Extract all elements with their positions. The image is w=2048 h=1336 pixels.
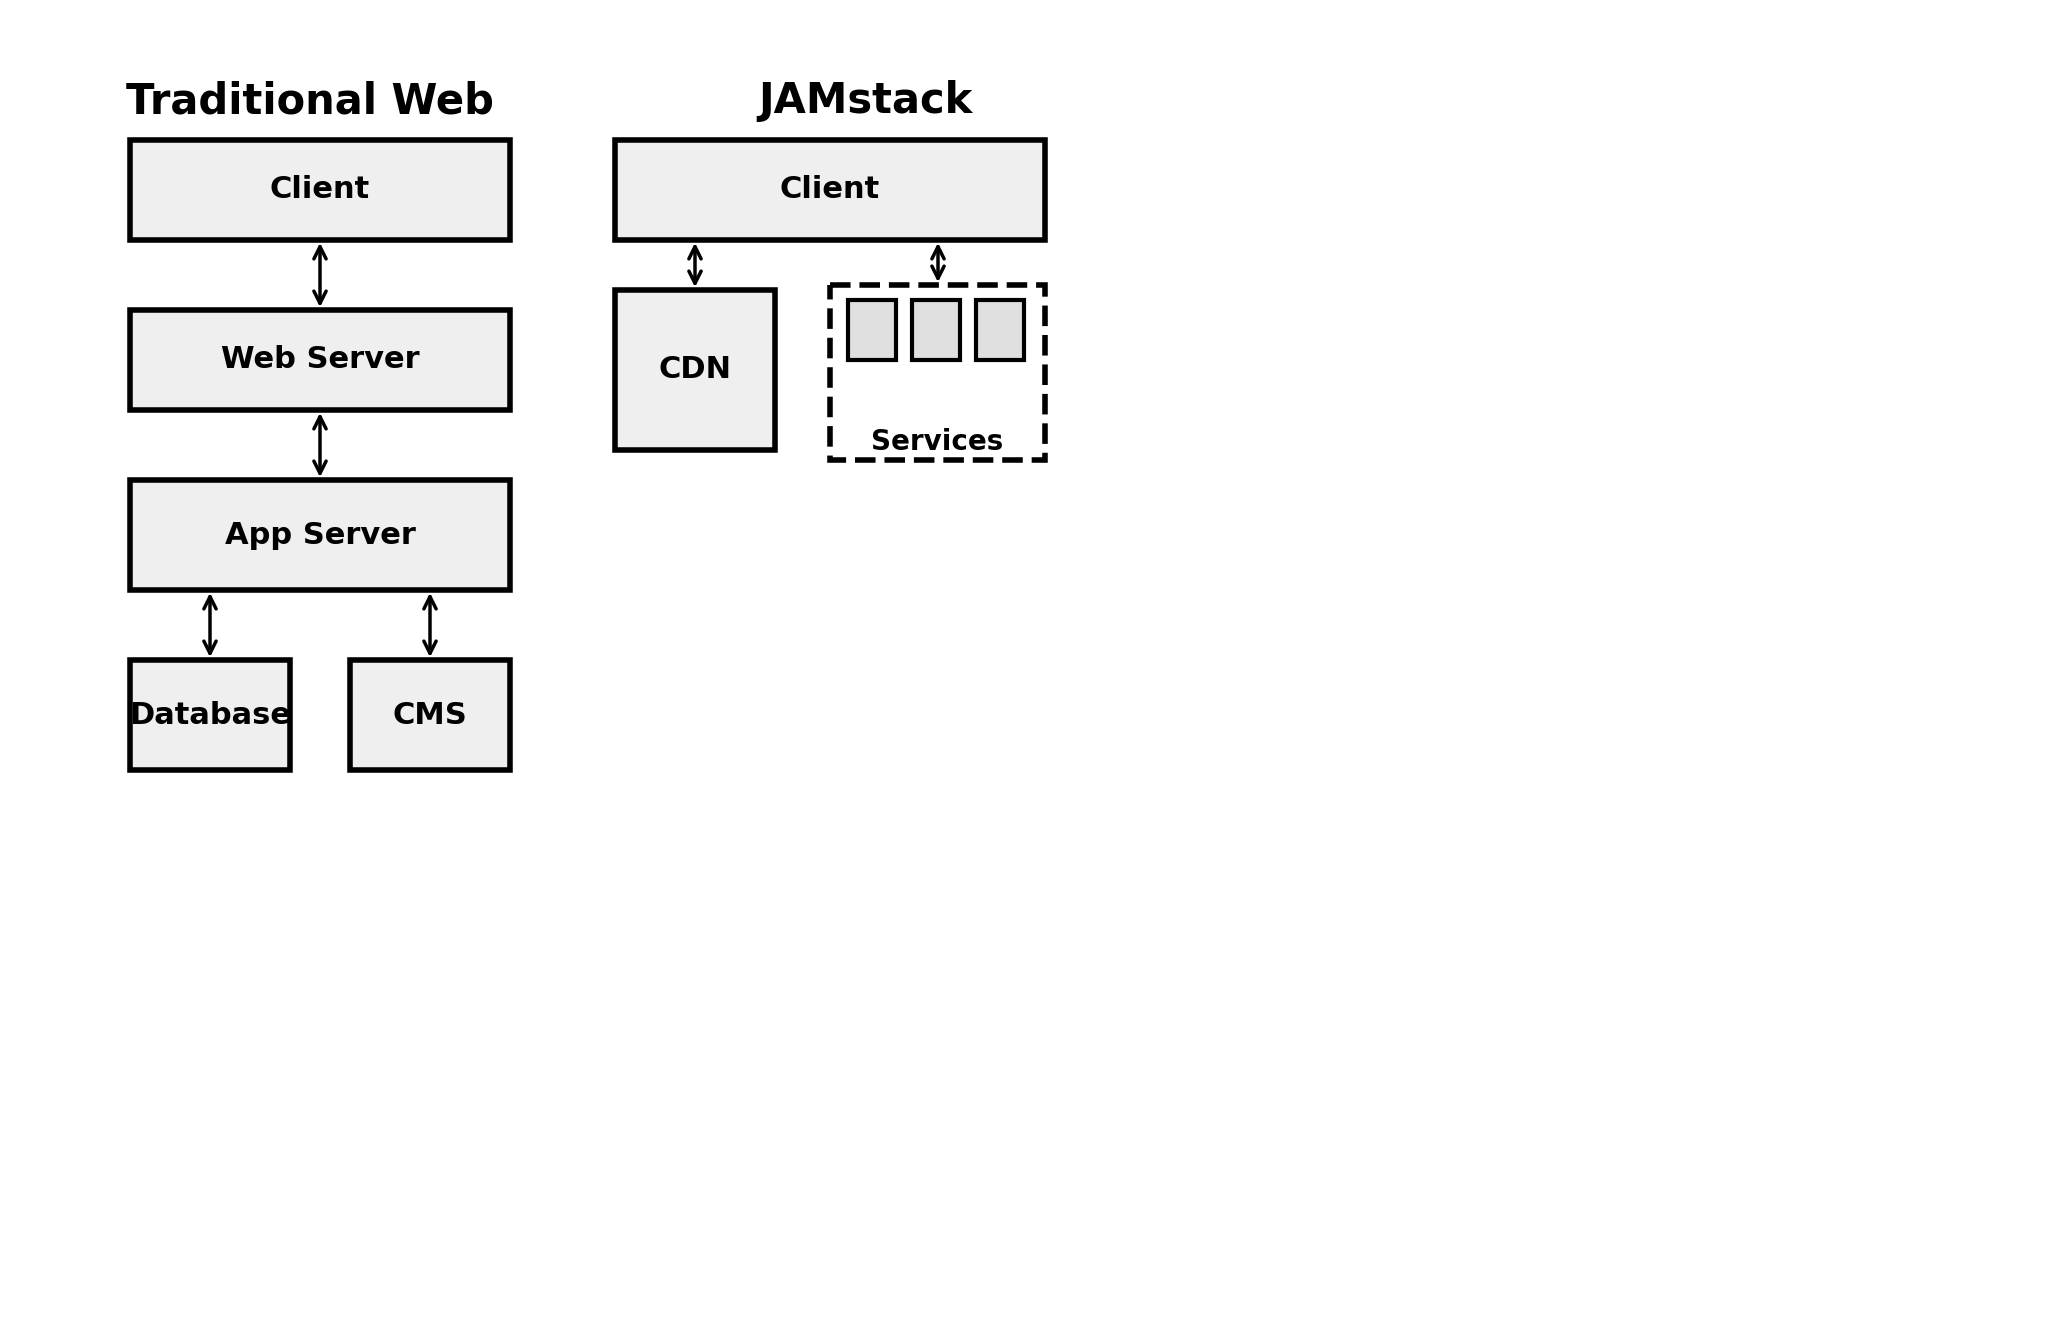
Bar — [129, 310, 510, 410]
Bar — [129, 660, 291, 770]
Text: JAMstack: JAMstack — [758, 80, 973, 122]
Bar — [614, 290, 774, 450]
Text: CDN: CDN — [659, 355, 731, 385]
Bar — [350, 660, 510, 770]
Bar — [848, 301, 897, 359]
Text: Traditional Web: Traditional Web — [127, 80, 494, 122]
Text: Services: Services — [870, 428, 1004, 456]
Text: Database: Database — [129, 700, 291, 729]
Text: CMS: CMS — [393, 700, 467, 729]
Bar — [829, 285, 1044, 460]
Text: App Server: App Server — [225, 521, 416, 549]
Bar — [977, 301, 1024, 359]
Bar — [129, 140, 510, 240]
Text: Web Server: Web Server — [221, 346, 420, 374]
Bar — [911, 301, 961, 359]
Bar — [614, 140, 1044, 240]
Text: Client: Client — [270, 175, 371, 204]
Text: Client: Client — [780, 175, 881, 204]
Bar — [129, 480, 510, 591]
